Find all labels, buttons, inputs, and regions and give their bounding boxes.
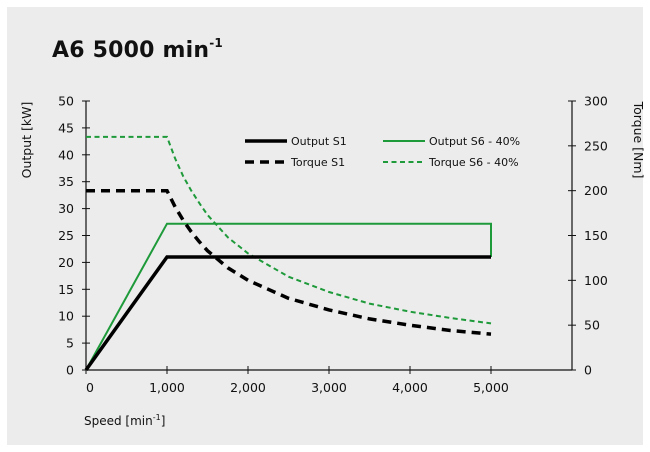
y-left-tick-label: 10 [58,309,74,324]
x-tick-label: 4,000 [392,380,428,395]
chart-title: A6 5000 min-1 [52,36,223,63]
x-tick-label: 5,000 [473,380,509,395]
legend-label-output-s1: Output S1 [291,135,347,148]
y-axis-left-label: Output [kW] [19,102,34,179]
y-left-tick-label: 35 [58,174,74,189]
y-left-tick-label: 0 [66,363,74,378]
y-left-tick-label: 25 [58,228,74,243]
y-left-tick-label: 5 [66,336,74,351]
x-tick-label: 0 [86,380,94,395]
y-right-tick-label: 300 [584,94,608,109]
legend-label-torque-s6-40: Torque S6 - 40% [428,156,519,169]
y-left-tick-label: 50 [58,94,74,109]
series-output-s6-40 [85,222,492,371]
x-tick-label: 1,000 [149,380,185,395]
y-right-tick-label: 150 [584,228,608,243]
series-torque-s6-40 [86,135,492,325]
y-right-tick-label: 50 [584,318,600,333]
y-left-tick-label: 20 [58,255,74,270]
y-right-tick-label: 250 [584,138,608,153]
x-tick-label: 2,000 [230,380,266,395]
legend-label-output-s6-40: Output S6 - 40% [429,135,520,148]
series-output-s1 [84,255,491,372]
y-right-tick-label: 100 [584,273,608,288]
x-axis-label: Speed [min-1] [84,413,166,428]
y-right-tick-label: 0 [584,363,592,378]
y-left-tick-label: 30 [58,201,74,216]
y-axis-right-label: Torque [Nm] [631,101,646,179]
legend-label-torque-s1: Torque S1 [290,156,345,169]
y-left-tick-label: 45 [58,120,74,135]
x-tick-label: 3,000 [311,380,347,395]
series-torque-s1 [86,188,492,336]
y-left-tick-label: 15 [58,282,74,297]
chart-card [7,7,643,445]
y-left-tick-label: 40 [58,147,74,162]
y-right-tick-label: 200 [584,183,608,198]
